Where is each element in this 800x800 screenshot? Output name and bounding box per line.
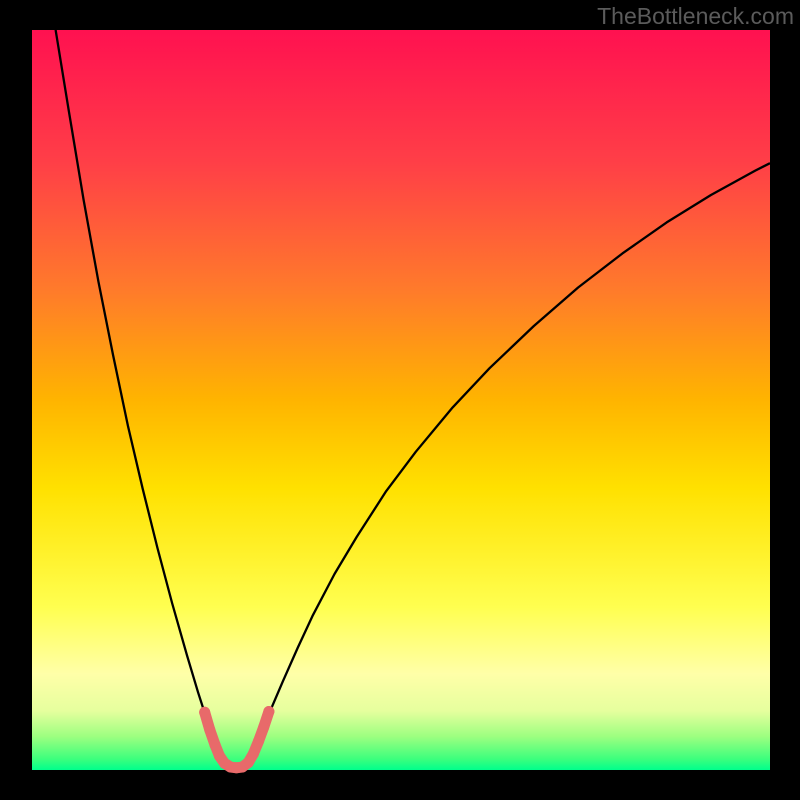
marker-dot <box>210 739 221 750</box>
watermark-text: TheBottleneck.com <box>597 3 794 30</box>
plot-area <box>32 30 770 770</box>
chart-frame: TheBottleneck.com <box>0 0 800 800</box>
marker-dot <box>199 707 210 718</box>
marker-dot <box>204 725 215 736</box>
marker-dot <box>263 706 274 717</box>
marker-dot <box>248 748 259 759</box>
chart-svg <box>32 30 770 770</box>
marker-dot <box>258 722 269 733</box>
marker-dot <box>253 736 264 747</box>
bottleneck-curve <box>56 30 770 769</box>
